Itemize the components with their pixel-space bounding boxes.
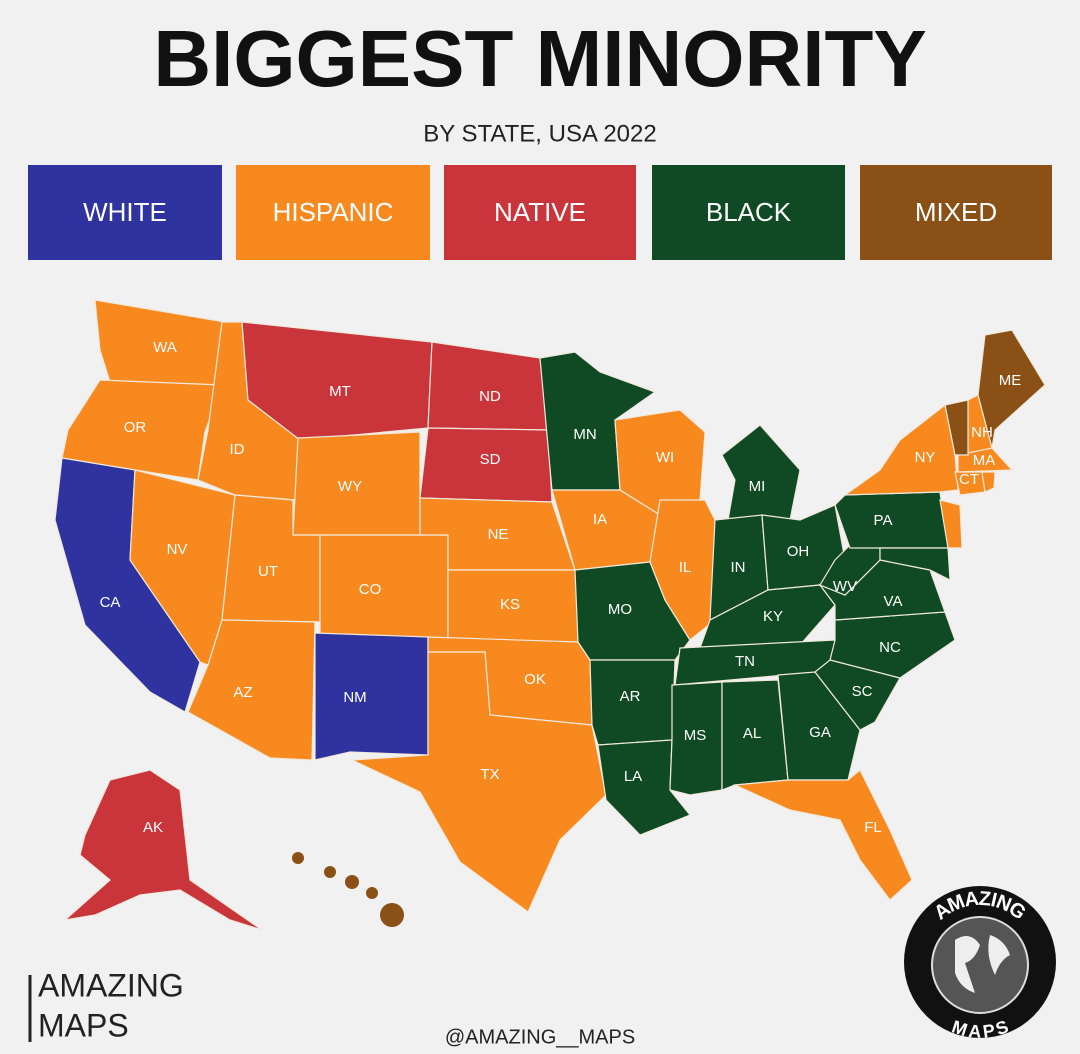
brand-line: MAPS [38, 1007, 129, 1043]
state-label: OH [787, 543, 810, 560]
state-label: MA [973, 452, 996, 469]
state-label: OR [124, 419, 147, 436]
state-label: KY [763, 608, 783, 625]
state-label: TX [480, 766, 499, 783]
state-label: IL [679, 559, 692, 576]
state-label: PA [874, 512, 893, 529]
state [349, 651, 607, 913]
state [649, 499, 716, 641]
state-label: GA [809, 724, 831, 741]
state-label: MO [608, 601, 632, 618]
state-label: AL [743, 725, 761, 742]
state-label: SC [852, 683, 873, 700]
hawaii-island [345, 875, 359, 889]
state [957, 447, 1014, 473]
hawaii-island [366, 887, 378, 899]
state-label: IA [593, 511, 607, 528]
state-label: WV [833, 578, 857, 595]
state-label: CA [100, 594, 121, 611]
state-label: UT [258, 563, 278, 580]
state [241, 321, 433, 441]
state [777, 671, 861, 781]
legend-label: MIXED [915, 197, 997, 227]
brand-line: AMAZING [38, 967, 184, 1003]
state [63, 769, 263, 931]
state-label: MN [573, 426, 596, 443]
state-label: AZ [233, 684, 252, 701]
legend-swatch [652, 165, 845, 260]
state-label: FL [864, 819, 882, 836]
state-label: ID [230, 441, 245, 458]
subtitle: BY STATE, USA 2022 [423, 120, 656, 147]
state [814, 659, 901, 731]
legend-label: NATIVE [494, 197, 586, 227]
legend-swatch [444, 165, 636, 260]
state-label: NH [971, 424, 993, 441]
state-label: MI [749, 478, 766, 495]
state-label: AR [620, 688, 641, 705]
state-label: NC [879, 639, 901, 656]
state-label: NE [488, 526, 509, 543]
hawaii-island [292, 852, 304, 864]
title: BIGGEST MINORITY [153, 14, 926, 103]
state [732, 769, 913, 901]
state-label: NY [915, 449, 936, 466]
state-label: NV [167, 541, 188, 558]
state-label: WA [153, 339, 177, 356]
states: WA OR CA NV ID MT WY UT CO AZ NM ND SD NE KS OK TX MN IA MO… [54, 299, 1046, 931]
hawaii-island [380, 903, 404, 927]
state [981, 471, 996, 493]
state-label: IN [731, 559, 746, 576]
legend-label: HISPANIC [273, 197, 394, 227]
state-label: MS [684, 727, 707, 744]
state-label: VA [884, 593, 903, 610]
state-label: SD [480, 451, 501, 468]
state [944, 399, 969, 456]
state-label: WY [338, 478, 362, 495]
state [939, 499, 963, 549]
handle: @AMAZING__MAPS [445, 1026, 635, 1048]
state [187, 619, 316, 761]
logo-continents [955, 935, 1010, 993]
legend-label: WHITE [83, 197, 167, 227]
legend-label: BLACK [706, 197, 792, 227]
state [319, 534, 449, 641]
state-label: ND [479, 388, 501, 405]
state-label: LA [624, 768, 642, 785]
logo-globe [931, 916, 1029, 1014]
state [879, 547, 951, 582]
state-label: OK [524, 671, 546, 688]
hawaii-island [324, 866, 336, 878]
state-label: MT [329, 383, 351, 400]
state-label: CT [959, 471, 979, 488]
legend-swatch [236, 165, 430, 260]
state-label: WI [656, 449, 674, 466]
state-label: NM [343, 689, 366, 706]
legend-swatch [28, 165, 222, 260]
state-label: KS [500, 596, 520, 613]
state [314, 632, 429, 761]
legend-swatch [860, 165, 1052, 260]
state-label: TN [735, 653, 755, 670]
state-label: AK [143, 819, 163, 836]
legend: WHITE HISPANIC NATIVE BLACK MIXED [28, 165, 1052, 260]
state-label: ME [999, 372, 1022, 389]
state-label: CO [359, 581, 382, 598]
